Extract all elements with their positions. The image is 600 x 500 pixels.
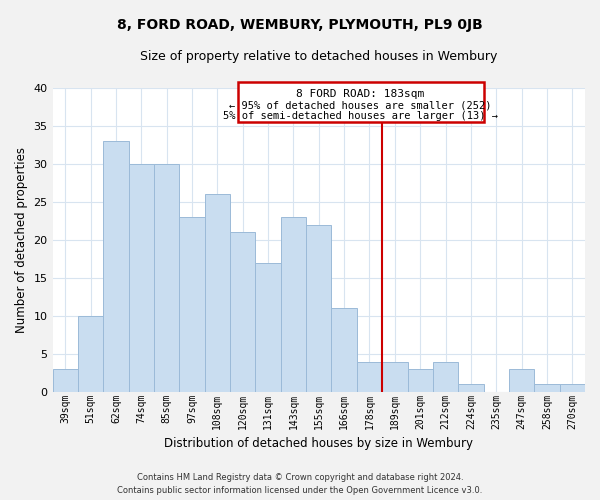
Bar <box>407 369 433 392</box>
Title: Size of property relative to detached houses in Wembury: Size of property relative to detached ho… <box>140 50 497 63</box>
Text: ← 95% of detached houses are smaller (252): ← 95% of detached houses are smaller (25… <box>229 100 492 110</box>
Bar <box>357 362 382 392</box>
Bar <box>331 308 357 392</box>
Bar <box>560 384 585 392</box>
Bar <box>281 217 306 392</box>
FancyBboxPatch shape <box>238 82 484 122</box>
Bar <box>509 369 534 392</box>
Bar <box>103 141 128 392</box>
Text: Contains HM Land Registry data © Crown copyright and database right 2024.
Contai: Contains HM Land Registry data © Crown c… <box>118 474 482 495</box>
Bar <box>179 217 205 392</box>
Bar <box>306 224 331 392</box>
Bar <box>534 384 560 392</box>
X-axis label: Distribution of detached houses by size in Wembury: Distribution of detached houses by size … <box>164 437 473 450</box>
Text: 5% of semi-detached houses are larger (13) →: 5% of semi-detached houses are larger (1… <box>223 110 498 120</box>
Bar <box>154 164 179 392</box>
Bar <box>256 262 281 392</box>
Bar <box>128 164 154 392</box>
Bar <box>53 369 78 392</box>
Bar <box>230 232 256 392</box>
Bar <box>458 384 484 392</box>
Bar <box>205 194 230 392</box>
Text: 8, FORD ROAD, WEMBURY, PLYMOUTH, PL9 0JB: 8, FORD ROAD, WEMBURY, PLYMOUTH, PL9 0JB <box>117 18 483 32</box>
Y-axis label: Number of detached properties: Number of detached properties <box>15 147 28 333</box>
Bar <box>78 316 103 392</box>
Bar <box>382 362 407 392</box>
Text: 8 FORD ROAD: 183sqm: 8 FORD ROAD: 183sqm <box>296 90 425 100</box>
Bar <box>433 362 458 392</box>
